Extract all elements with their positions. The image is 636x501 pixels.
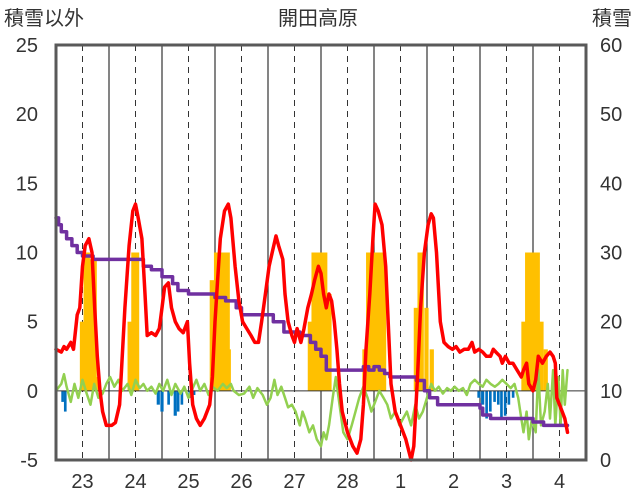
x-tick-label: 25 (177, 471, 199, 493)
snow-depth-line (54, 216, 570, 428)
precipitation-bar (493, 390, 496, 402)
precipitation-bar (500, 390, 503, 419)
x-tick-label: 27 (283, 471, 305, 493)
left-tick-label: 0 (27, 381, 38, 403)
sunshine-bar (83, 252, 90, 391)
precipitation-bar (489, 390, 492, 412)
precipitation-bar (507, 390, 511, 405)
right-tick-label: 50 (600, 104, 622, 126)
x-axis: 23 24 25 26 27 28 1 2 3 4 (71, 471, 565, 493)
x-tick-label: 26 (230, 471, 252, 493)
plot-area (54, 43, 588, 462)
left-tick-label: -5 (20, 450, 38, 472)
precipitation-bars (61, 390, 515, 419)
sunshine-bar (429, 349, 434, 391)
precipitation-bar (192, 390, 196, 395)
precipitation-bar (481, 390, 485, 405)
sunshine-bar (88, 259, 97, 391)
sunshine-bar (413, 307, 420, 391)
sunshine-bar (209, 280, 215, 391)
right-tick-label: 0 (600, 450, 611, 472)
precipitation-bar (503, 390, 507, 416)
sunshine-bar (543, 349, 548, 391)
sunshine-bar (79, 321, 85, 391)
precipitation-bar (496, 390, 500, 405)
x-tick-label: 1 (395, 471, 406, 493)
right-tick-label: 20 (600, 312, 622, 334)
sunshine-bar (326, 294, 332, 391)
right-tick-label: 40 (600, 173, 622, 195)
sunshine-bar (307, 321, 314, 391)
sunshine-bar (525, 252, 540, 391)
x-tick-label: 4 (554, 471, 565, 493)
precipitation-bar (173, 390, 177, 416)
precipitation-bar (180, 390, 184, 405)
precipitation-bar (485, 390, 488, 419)
right-y-axis: 0 10 20 30 40 50 60 (600, 35, 622, 472)
sunshine-bar (127, 321, 133, 391)
precipitation-bar (160, 390, 164, 412)
precipitation-bar (156, 390, 160, 405)
x-tick-label: 3 (501, 471, 512, 493)
sunshine-bar (424, 307, 429, 391)
precipitation-bar (167, 390, 170, 405)
sunshine-bar (131, 252, 140, 391)
sunshine-bar (539, 321, 544, 391)
left-tick-label: 25 (16, 35, 38, 57)
x-tick-label: 23 (71, 471, 93, 493)
precipitation-bar (477, 390, 481, 398)
x-tick-label: 24 (124, 471, 146, 493)
right-tick-label: 60 (600, 35, 622, 57)
left-tick-label: 15 (16, 173, 38, 195)
right-tick-label: 30 (600, 243, 622, 265)
chart-title: 開田高原 (278, 6, 358, 30)
right-tick-label: 10 (600, 381, 622, 403)
wind-line (54, 368, 569, 448)
x-tick-label: 28 (336, 471, 358, 493)
sunshine-bar (226, 349, 231, 391)
left-axis-label: 積雪以外 (4, 6, 84, 30)
left-y-axis: -5 0 5 10 15 20 25 (16, 35, 38, 472)
sunshine-bar (521, 321, 527, 391)
precipitation-bar (61, 390, 64, 402)
precipitation-bar (63, 390, 67, 412)
series-lines (54, 202, 570, 462)
right-axis-label: 積雪 (592, 6, 632, 30)
left-tick-label: 5 (27, 312, 38, 334)
plot-frame (54, 43, 588, 462)
precipitation-bar (511, 390, 515, 398)
left-tick-label: 10 (16, 243, 38, 265)
precipitation-bar (176, 390, 180, 412)
temperature-line (54, 202, 570, 462)
x-tick-label: 2 (448, 471, 459, 493)
left-tick-label: 20 (16, 104, 38, 126)
